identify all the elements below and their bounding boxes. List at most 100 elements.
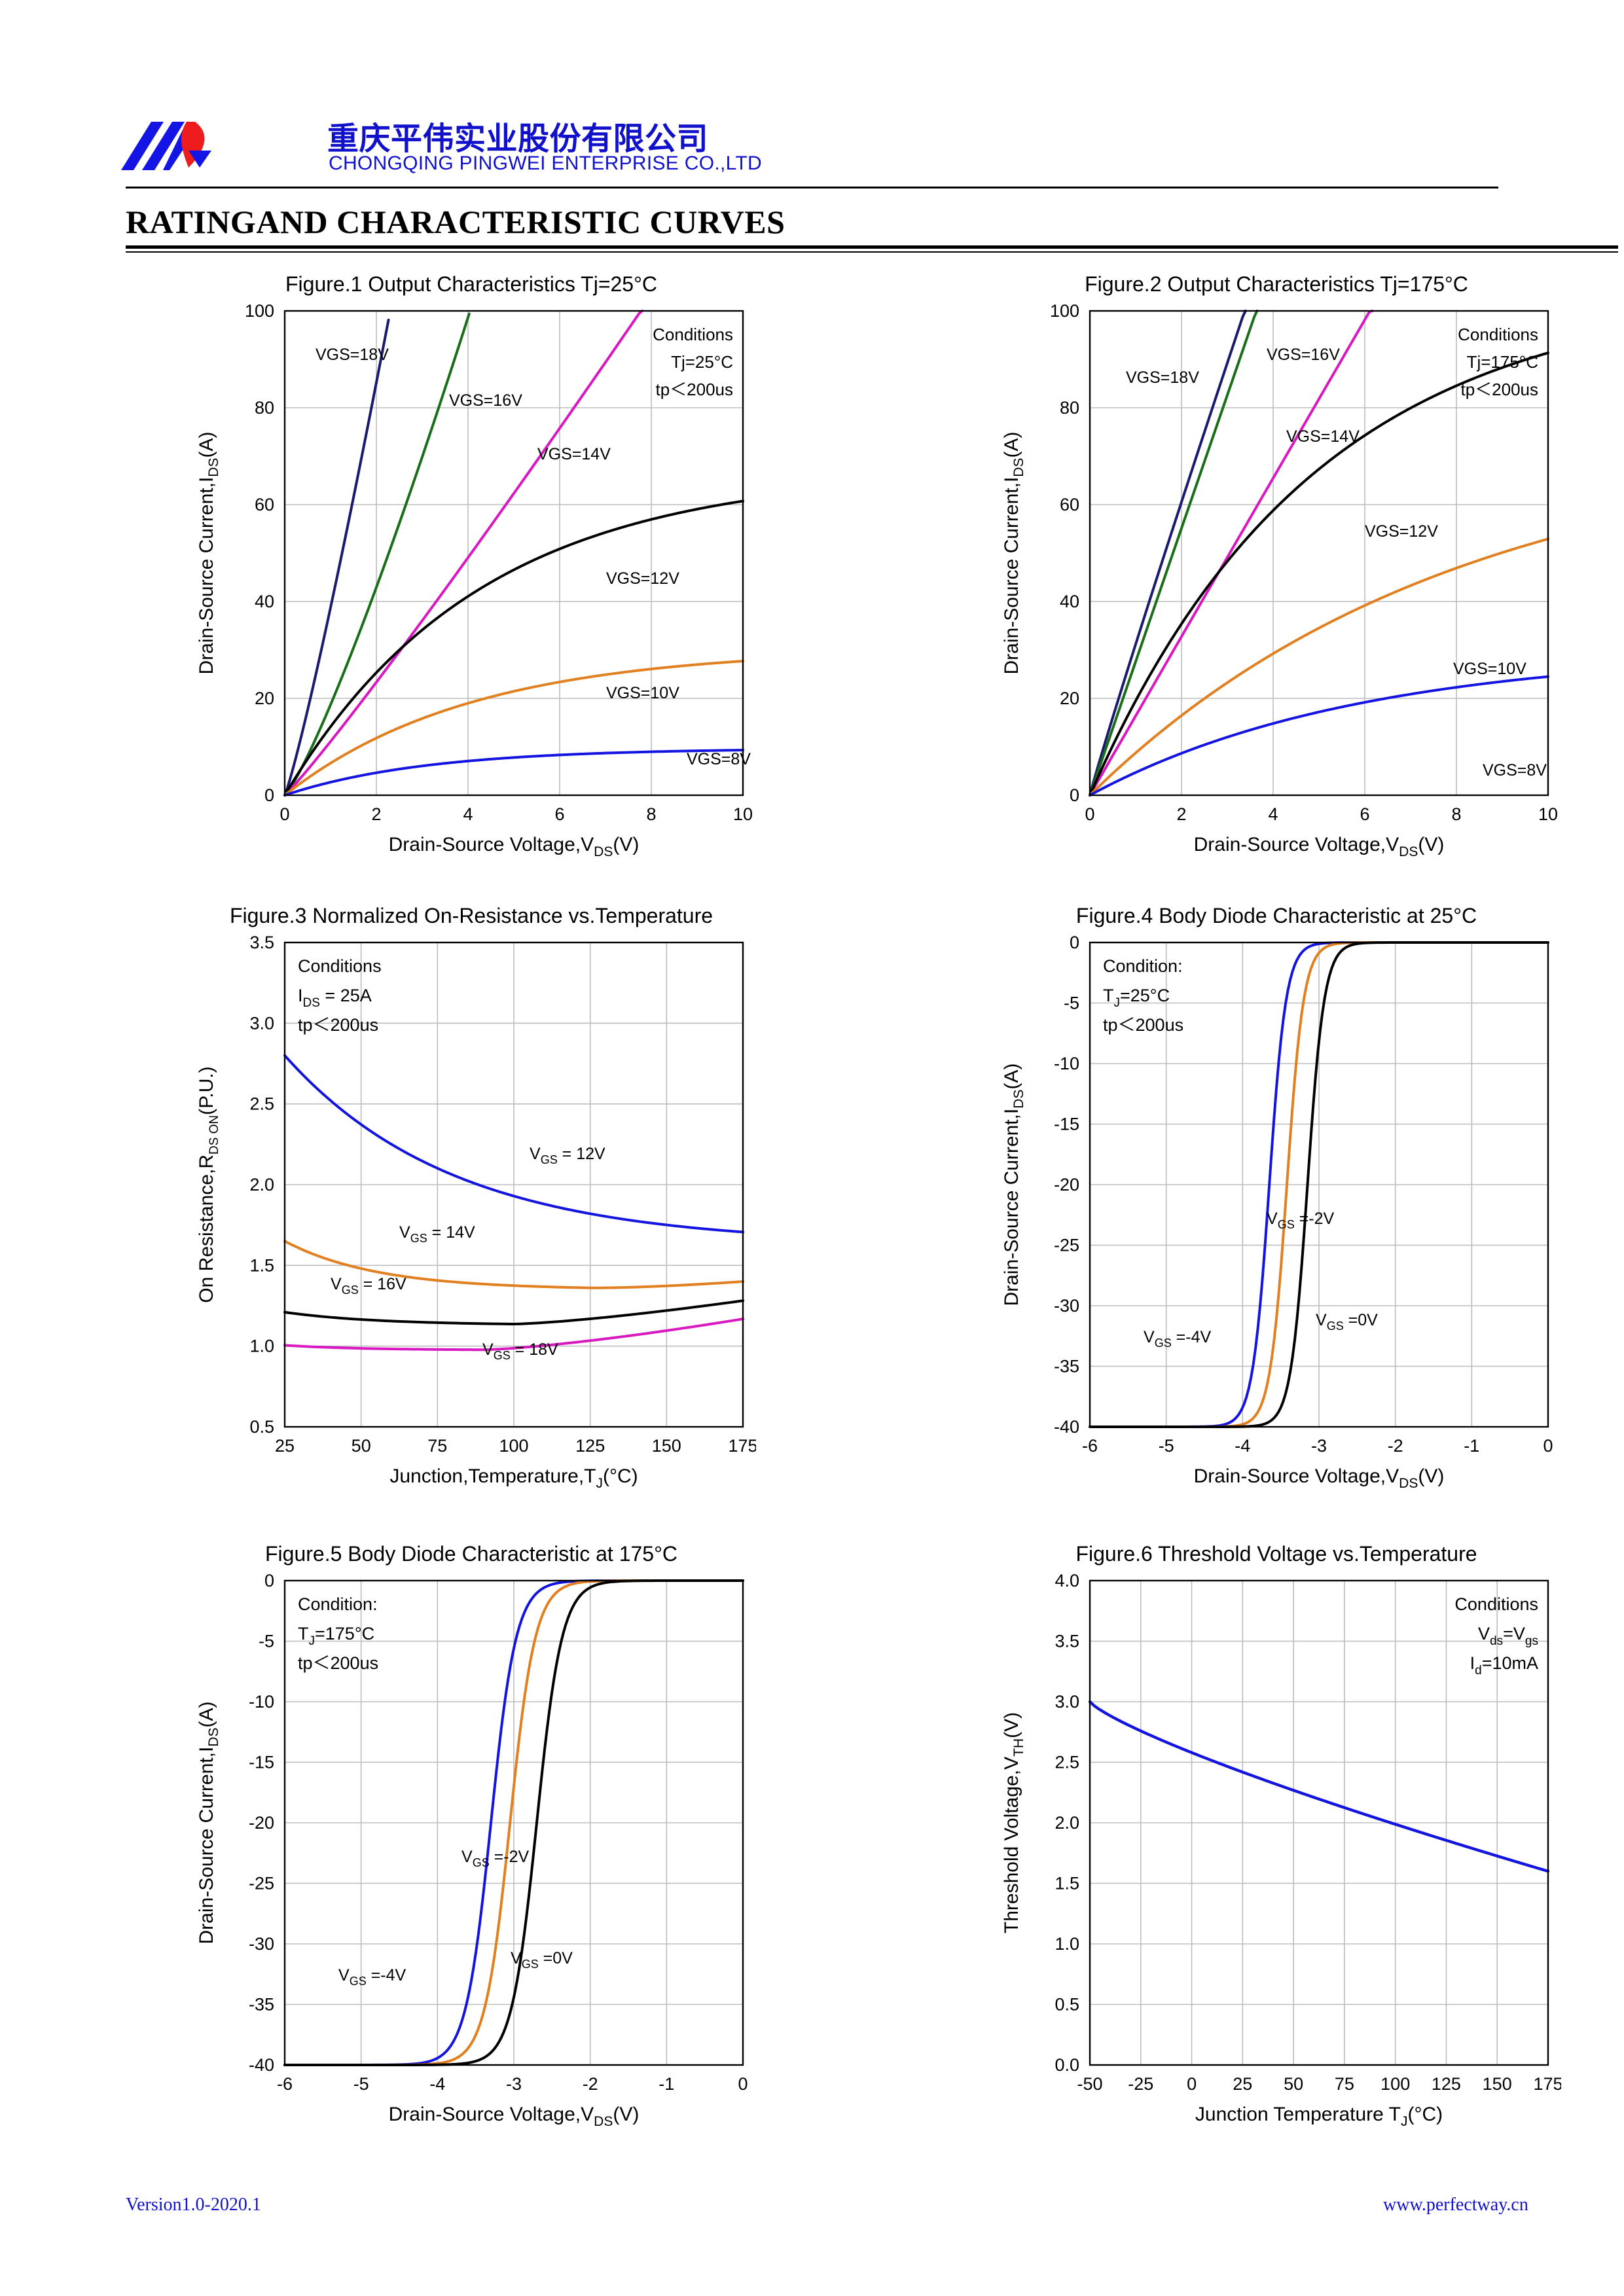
svg-text:150: 150 (1483, 2074, 1512, 2094)
svg-text:VGS=10V: VGS=10V (1453, 660, 1526, 678)
svg-text:40: 40 (1060, 592, 1079, 611)
svg-text:On Resistance,RDS ON(P.U.): On Resistance,RDS ON(P.U.) (196, 1066, 221, 1302)
svg-text:Drain-Source Voltage,VDS(V): Drain-Source Voltage,VDS(V) (1194, 1465, 1445, 1491)
svg-text:1.5: 1.5 (1055, 1874, 1079, 1893)
svg-text:-5: -5 (1064, 994, 1079, 1013)
svg-text:100: 100 (245, 301, 274, 321)
svg-text:-3: -3 (506, 2074, 522, 2094)
svg-text:10: 10 (733, 804, 753, 824)
svg-text:-40: -40 (1054, 1417, 1079, 1437)
svg-text:75: 75 (1335, 2074, 1354, 2094)
svg-text:VGS=12V: VGS=12V (606, 569, 679, 588)
svg-text:175: 175 (1533, 2074, 1561, 2094)
svg-text:Id=10mA: Id=10mA (1470, 1653, 1538, 1677)
svg-text:Conditions: Conditions (653, 325, 733, 344)
svg-text:tp＜200us: tp＜200us (298, 1015, 378, 1035)
svg-text:-2: -2 (1388, 1436, 1403, 1456)
svg-text:2: 2 (371, 804, 381, 824)
svg-text:TJ=175°C: TJ=175°C (298, 1624, 374, 1648)
svg-text:VGS = 18V: VGS = 18V (482, 1340, 558, 1362)
svg-text:2.5: 2.5 (249, 1094, 274, 1114)
svg-text:100: 100 (1380, 2074, 1410, 2094)
svg-text:tp＜200us: tp＜200us (298, 1653, 378, 1673)
svg-text:VGS=8V: VGS=8V (1483, 761, 1547, 780)
svg-text:Drain-Source Voltage,VDS(V): Drain-Source Voltage,VDS(V) (1194, 834, 1445, 859)
svg-text:VGS=8V: VGS=8V (687, 750, 751, 768)
svg-text:Figure.3 Normalized On-Resista: Figure.3 Normalized On-Resistance vs.Tem… (230, 904, 713, 927)
svg-text:tp＜200us: tp＜200us (655, 380, 733, 399)
svg-text:-1: -1 (1464, 1436, 1479, 1456)
svg-text:60: 60 (255, 495, 274, 514)
svg-text:-35: -35 (1054, 1357, 1079, 1376)
svg-text:75: 75 (427, 1436, 447, 1456)
svg-text:Condition:: Condition: (298, 1594, 378, 1614)
svg-text:VGS=16V: VGS=16V (1267, 346, 1340, 364)
svg-text:Figure.1 Output Characteristi: Figure.1 Output Characteristics Tj=25°C (285, 272, 657, 296)
svg-text:0.0: 0.0 (1055, 2055, 1079, 2075)
svg-text:1.0: 1.0 (1055, 1934, 1079, 1954)
svg-text:Threshold Voltage,VTH(V): Threshold Voltage,VTH(V) (1001, 1712, 1026, 1933)
svg-text:VGS =-4V: VGS =-4V (1144, 1328, 1211, 1350)
svg-text:0: 0 (264, 1571, 274, 1590)
svg-text:-3: -3 (1311, 1436, 1327, 1456)
svg-text:-40: -40 (249, 2055, 274, 2075)
svg-text:VGS =0V: VGS =0V (1316, 1311, 1378, 1333)
svg-text:2: 2 (1176, 804, 1186, 824)
svg-text:VGS=18V: VGS=18V (316, 346, 389, 364)
svg-text:VGS=10V: VGS=10V (606, 684, 679, 702)
svg-text:40: 40 (255, 592, 274, 611)
svg-text:20: 20 (1060, 689, 1079, 708)
svg-text:Conditions: Conditions (298, 956, 382, 976)
svg-text:4: 4 (463, 804, 473, 824)
svg-text:-20: -20 (1054, 1175, 1079, 1194)
svg-text:IDS = 25A: IDS = 25A (298, 986, 372, 1010)
svg-text:-50: -50 (1077, 2074, 1102, 2094)
svg-text:Condition:: Condition: (1103, 956, 1183, 976)
svg-text:Tj=25°C: Tj=25°C (671, 352, 733, 372)
svg-text:-6: -6 (277, 2074, 293, 2094)
svg-text:-15: -15 (1054, 1115, 1079, 1134)
svg-text:Figure.6 Threshold Voltage vs.: Figure.6 Threshold Voltage vs.Temperatur… (1075, 1542, 1477, 1566)
svg-text:-5: -5 (353, 2074, 369, 2094)
svg-text:0: 0 (1085, 804, 1094, 824)
svg-text:3.5: 3.5 (249, 933, 274, 952)
svg-text:1.0: 1.0 (249, 1336, 274, 1356)
svg-text:Tj=175°C: Tj=175°C (1467, 352, 1538, 372)
svg-text:0: 0 (1187, 2074, 1197, 2094)
svg-text:VGS=14V: VGS=14V (1286, 427, 1360, 446)
svg-text:0: 0 (738, 2074, 748, 2094)
svg-text:2.0: 2.0 (1055, 1813, 1079, 1833)
svg-text:-6: -6 (1082, 1436, 1098, 1456)
svg-text:Junction Temperature TJ(°C): Junction Temperature TJ(°C) (1195, 2104, 1443, 2129)
svg-text:Drain-Source Current,IDS(A): Drain-Source Current,IDS(A) (196, 1702, 221, 1945)
svg-text:-20: -20 (249, 1813, 274, 1833)
svg-text:0: 0 (264, 785, 274, 805)
svg-text:Drain-Source Current,IDS(A): Drain-Source Current,IDS(A) (1001, 1064, 1026, 1306)
svg-text:6: 6 (1360, 804, 1369, 824)
svg-text:3.0: 3.0 (1055, 1692, 1079, 1712)
svg-text:3.0: 3.0 (249, 1013, 274, 1033)
svg-text:-30: -30 (249, 1934, 274, 1954)
svg-text:100: 100 (499, 1436, 528, 1456)
svg-text:Drain-Source Voltage,VDS(V): Drain-Source Voltage,VDS(V) (389, 834, 640, 859)
svg-text:-1: -1 (659, 2074, 674, 2094)
svg-text:0: 0 (1070, 933, 1079, 952)
svg-text:10: 10 (1538, 804, 1558, 824)
svg-text:Figure.2 Output Characteristi: Figure.2 Output Characteristics Tj=175°C (1085, 272, 1468, 296)
svg-text:100: 100 (1050, 301, 1079, 321)
svg-text:0.5: 0.5 (1055, 1995, 1079, 2015)
svg-text:tp＜200us: tp＜200us (1103, 1015, 1183, 1035)
svg-text:VGS = 12V: VGS = 12V (530, 1145, 605, 1166)
svg-text:-2: -2 (583, 2074, 598, 2094)
svg-text:Drain-Source Voltage,VDS(V): Drain-Source Voltage,VDS(V) (389, 2104, 640, 2129)
svg-text:Drain-Source Current,IDS(A): Drain-Source Current,IDS(A) (1001, 432, 1026, 675)
svg-text:Conditions: Conditions (1454, 1594, 1538, 1614)
svg-text:Figure.4 Body Diode Characteri: Figure.4 Body Diode Characteristic at 25… (1076, 904, 1477, 927)
svg-text:8: 8 (1451, 804, 1461, 824)
svg-text:50: 50 (1284, 2074, 1303, 2094)
svg-text:20: 20 (255, 689, 274, 708)
svg-text:25: 25 (275, 1436, 295, 1456)
svg-text:-25: -25 (1054, 1236, 1079, 1255)
svg-text:Vds=Vgs: Vds=Vgs (1478, 1624, 1538, 1648)
svg-text:0.5: 0.5 (249, 1417, 274, 1437)
